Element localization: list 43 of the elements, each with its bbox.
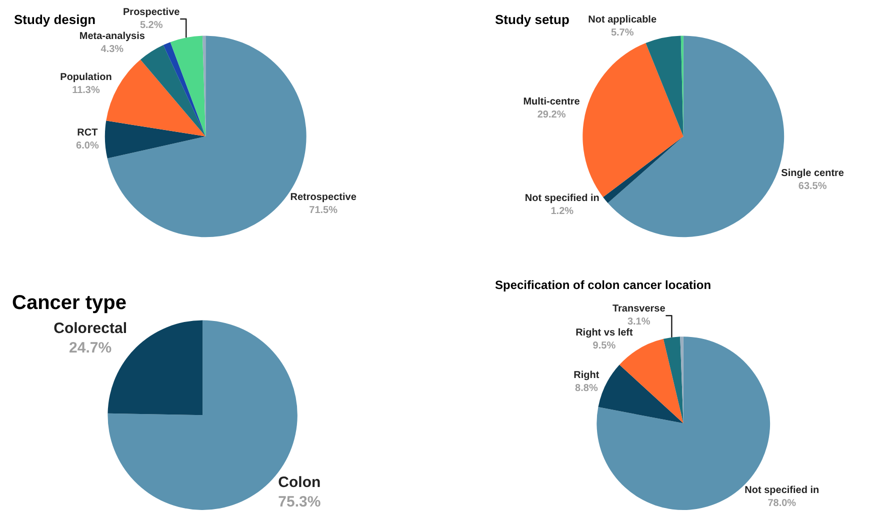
data-label: 5.2% (140, 20, 163, 32)
data-label: 5.7% (610, 27, 634, 38)
slice-label: RCT (77, 128, 98, 139)
pie-slice (163, 42, 206, 136)
slice-label: Right vs left (576, 328, 634, 339)
data-label: 1.2% (550, 206, 574, 217)
data-label: 8.8% (575, 383, 598, 394)
data-label: 3.1% (627, 316, 650, 328)
slice-label: Not specified in (744, 485, 820, 496)
pie-slice (663, 336, 684, 424)
slice-label: Single centre (781, 168, 844, 179)
pie-slice (170, 36, 206, 136)
data-label: 4.3% (100, 44, 124, 56)
chart-title: Study design (14, 12, 96, 27)
pie-slice (603, 136, 684, 204)
slice-label: Meta-analysis (79, 31, 146, 42)
slice-label: Not specified in (524, 192, 600, 204)
pie-slice (140, 45, 206, 136)
data-label: 9.5% (592, 340, 616, 352)
pie-slice (646, 36, 684, 136)
slice-label: Right (574, 370, 600, 382)
pie-slice (598, 364, 684, 424)
data-label: 6.0% (76, 140, 99, 152)
slice-label: Retrospective (290, 192, 357, 204)
slice-label: Prospective (122, 7, 180, 18)
data-label: 24.7% (69, 339, 112, 356)
chart-title: Specification of colon cancer location (495, 278, 712, 292)
pie-slice (104, 120, 206, 158)
chart-title: Cancer type (12, 292, 126, 314)
data-label: 29.2% (537, 110, 566, 121)
slice-label: Transverse (612, 304, 666, 315)
data-label: 63.5% (798, 180, 827, 192)
data-label: 78.0% (768, 498, 796, 510)
pie-slice (619, 338, 684, 424)
data-label: 71.5% (309, 205, 338, 216)
slice-label: Population (60, 72, 112, 84)
slice-label: Colon (278, 474, 321, 491)
slice-label: Not applicable (588, 14, 657, 26)
slice-label: Multi-centre (523, 96, 580, 108)
slice-label: Colorectal (54, 320, 127, 337)
data-label: 11.3% (72, 85, 100, 96)
data-label: 75.3% (278, 493, 321, 510)
chart-title: Study setup (495, 12, 570, 27)
